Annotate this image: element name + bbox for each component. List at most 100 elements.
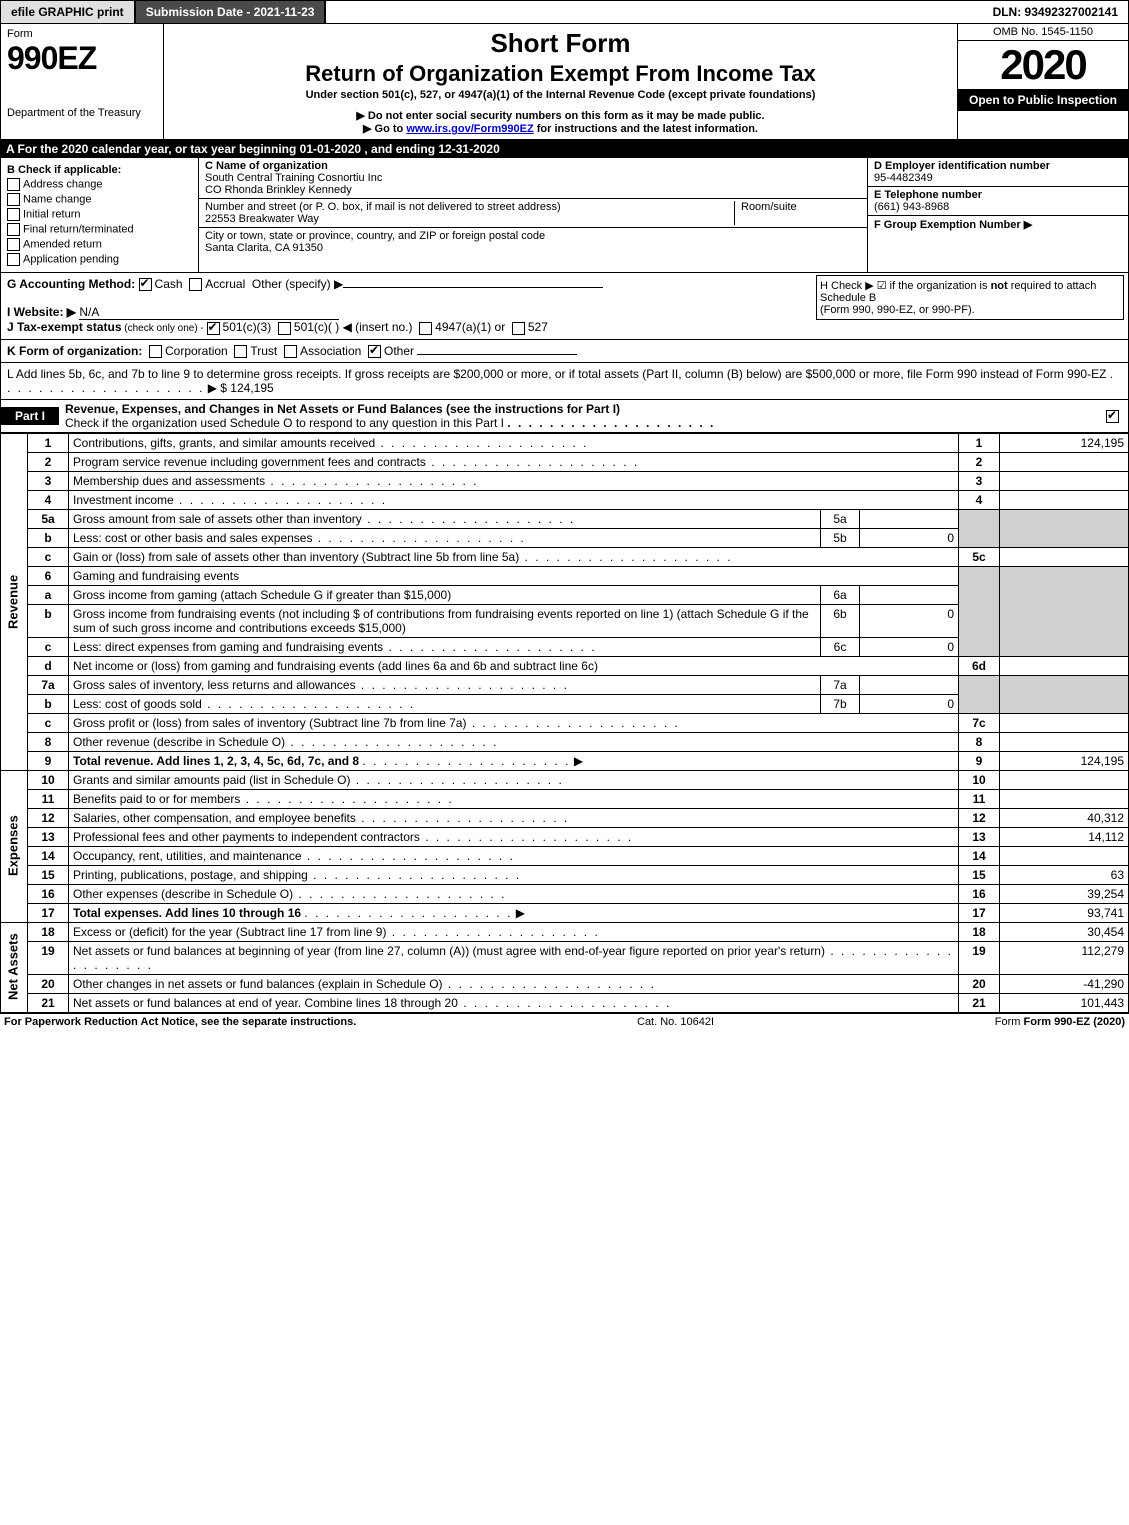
- name-change-label: Name change: [23, 193, 92, 205]
- k-corp-checkbox[interactable]: [149, 345, 162, 358]
- tax-year: 2020: [958, 41, 1128, 89]
- part1-header-row: Part I Revenue, Expenses, and Changes in…: [0, 400, 1129, 433]
- k-other-field[interactable]: [417, 354, 577, 355]
- address-change-checkbox[interactable]: [7, 178, 20, 191]
- part1-schedule-o-checkbox[interactable]: [1100, 409, 1128, 423]
- cash-checkbox[interactable]: [139, 278, 152, 291]
- website-field[interactable]: N/A: [79, 305, 339, 320]
- amended-return-checkbox[interactable]: [7, 238, 20, 251]
- line-num: 11: [28, 789, 69, 808]
- part1-dots: [507, 416, 715, 430]
- initial-return-checkbox[interactable]: [7, 208, 20, 221]
- efile-print-button[interactable]: efile GRAPHIC print: [1, 1, 136, 23]
- org-name: South Central Training Cosnortiu Inc: [205, 172, 382, 184]
- table-row: 9Total revenue. Add lines 1, 2, 3, 4, 5c…: [1, 751, 1129, 770]
- form-word: Form: [7, 28, 157, 40]
- line-num: 18: [28, 922, 69, 941]
- line-desc: Gross income from gaming (attach Schedul…: [69, 585, 821, 604]
- final-return-label: Final return/terminated: [23, 223, 134, 235]
- main-title: Return of Organization Exempt From Incom…: [172, 61, 949, 87]
- sub-num: 6b: [821, 604, 860, 637]
- section-def: D Employer identification number 95-4482…: [867, 158, 1128, 272]
- city-value: Santa Clarita, CA 91350: [205, 242, 323, 254]
- line-no: 20: [959, 974, 1000, 993]
- line-desc: Benefits paid to or for members: [69, 789, 959, 808]
- other-label: Other (specify) ▶: [252, 277, 343, 291]
- part1-title-text: Revenue, Expenses, and Changes in Net As…: [65, 402, 620, 416]
- k-trust-checkbox[interactable]: [234, 345, 247, 358]
- line-amt: [1000, 490, 1129, 509]
- line-num: c: [28, 713, 69, 732]
- header-middle: Short Form Return of Organization Exempt…: [164, 24, 957, 139]
- line-desc: Less: direct expenses from gaming and fu…: [69, 637, 821, 656]
- sub-amt: 0: [860, 604, 959, 637]
- org-co: CO Rhonda Brinkley Kennedy: [205, 184, 352, 196]
- sub-num: 6a: [821, 585, 860, 604]
- sub-num: 5b: [821, 528, 860, 547]
- e-line: E Telephone number (661) 943-8968: [868, 187, 1128, 216]
- line-num: 1: [28, 433, 69, 452]
- foot-left: For Paperwork Reduction Act Notice, see …: [4, 1016, 356, 1028]
- sub-num: 5a: [821, 509, 860, 528]
- h-text3: (Form 990, 990-EZ, or 990-PF).: [820, 304, 975, 316]
- line-no: 2: [959, 452, 1000, 471]
- table-row: 13Professional fees and other payments t…: [1, 827, 1129, 846]
- h-box: H Check ▶ ☑ if the organization is not r…: [816, 275, 1124, 320]
- line-amt: 112,279: [1000, 941, 1129, 974]
- line-no: 3: [959, 471, 1000, 490]
- application-pending-checkbox[interactable]: [7, 253, 20, 266]
- k-other-checkbox[interactable]: [368, 345, 381, 358]
- amended-return-label: Amended return: [23, 238, 102, 250]
- line-num: 2: [28, 452, 69, 471]
- line-amt: -41,290: [1000, 974, 1129, 993]
- accrual-checkbox[interactable]: [189, 278, 202, 291]
- line-no: 12: [959, 808, 1000, 827]
- line-num: 3: [28, 471, 69, 490]
- line-no: 17: [959, 903, 1000, 922]
- line-no: 21: [959, 993, 1000, 1012]
- line-desc: Printing, publications, postage, and shi…: [69, 865, 959, 884]
- irs-link[interactable]: www.irs.gov/Form990EZ: [406, 123, 533, 135]
- part1-check-text: Check if the organization used Schedule …: [65, 416, 504, 430]
- shade-cell: [959, 675, 1000, 713]
- table-row: 19Net assets or fund balances at beginni…: [1, 941, 1129, 974]
- form-number: 990EZ: [7, 40, 157, 77]
- l-arrow: ▶ $: [208, 381, 227, 395]
- ein-value: 95-4482349: [874, 172, 933, 184]
- street-line: Number and street (or P. O. box, if mail…: [199, 199, 867, 228]
- j-501c-checkbox[interactable]: [278, 322, 291, 335]
- top-bar: efile GRAPHIC print Submission Date - 20…: [0, 0, 1129, 24]
- line-desc: Salaries, other compensation, and employ…: [69, 808, 959, 827]
- line-desc: Net income or (loss) from gaming and fun…: [69, 656, 959, 675]
- org-name-line: C Name of organization South Central Tra…: [199, 158, 867, 199]
- name-change-checkbox[interactable]: [7, 193, 20, 206]
- line-amt: 39,254: [1000, 884, 1129, 903]
- room-suite: Room/suite: [734, 201, 861, 225]
- line-desc: Gross profit or (loss) from sales of inv…: [69, 713, 959, 732]
- line-desc: Gain or (loss) from sale of assets other…: [69, 547, 959, 566]
- j-527-checkbox[interactable]: [512, 322, 525, 335]
- e-label: E Telephone number: [874, 189, 982, 201]
- lines-table: Revenue 1Contributions, gifts, grants, a…: [0, 433, 1129, 1013]
- k-assoc-checkbox[interactable]: [284, 345, 297, 358]
- line-num: b: [28, 694, 69, 713]
- phone-value: (661) 943-8968: [874, 201, 949, 213]
- j-501c3-checkbox[interactable]: [207, 322, 220, 335]
- line-no: 7c: [959, 713, 1000, 732]
- row-k: K Form of organization: Corporation Trus…: [0, 340, 1129, 363]
- table-row: 7aGross sales of inventory, less returns…: [1, 675, 1129, 694]
- line-num: b: [28, 528, 69, 547]
- submission-date-button[interactable]: Submission Date - 2021-11-23: [136, 1, 327, 23]
- line-no: 19: [959, 941, 1000, 974]
- line-num: a: [28, 585, 69, 604]
- other-specify-field[interactable]: [343, 287, 603, 288]
- final-return-checkbox[interactable]: [7, 223, 20, 236]
- line-desc: Net assets or fund balances at end of ye…: [69, 993, 959, 1012]
- form-header: Form 990EZ Department of the Treasury Sh…: [0, 24, 1129, 140]
- row-l: L Add lines 5b, 6c, and 7b to line 9 to …: [0, 363, 1129, 400]
- sub-amt: 0: [860, 637, 959, 656]
- j-4947-checkbox[interactable]: [419, 322, 432, 335]
- table-row: 16Other expenses (describe in Schedule O…: [1, 884, 1129, 903]
- l-text: L Add lines 5b, 6c, and 7b to line 9 to …: [7, 367, 1106, 381]
- j-4947: 4947(a)(1) or: [435, 320, 505, 334]
